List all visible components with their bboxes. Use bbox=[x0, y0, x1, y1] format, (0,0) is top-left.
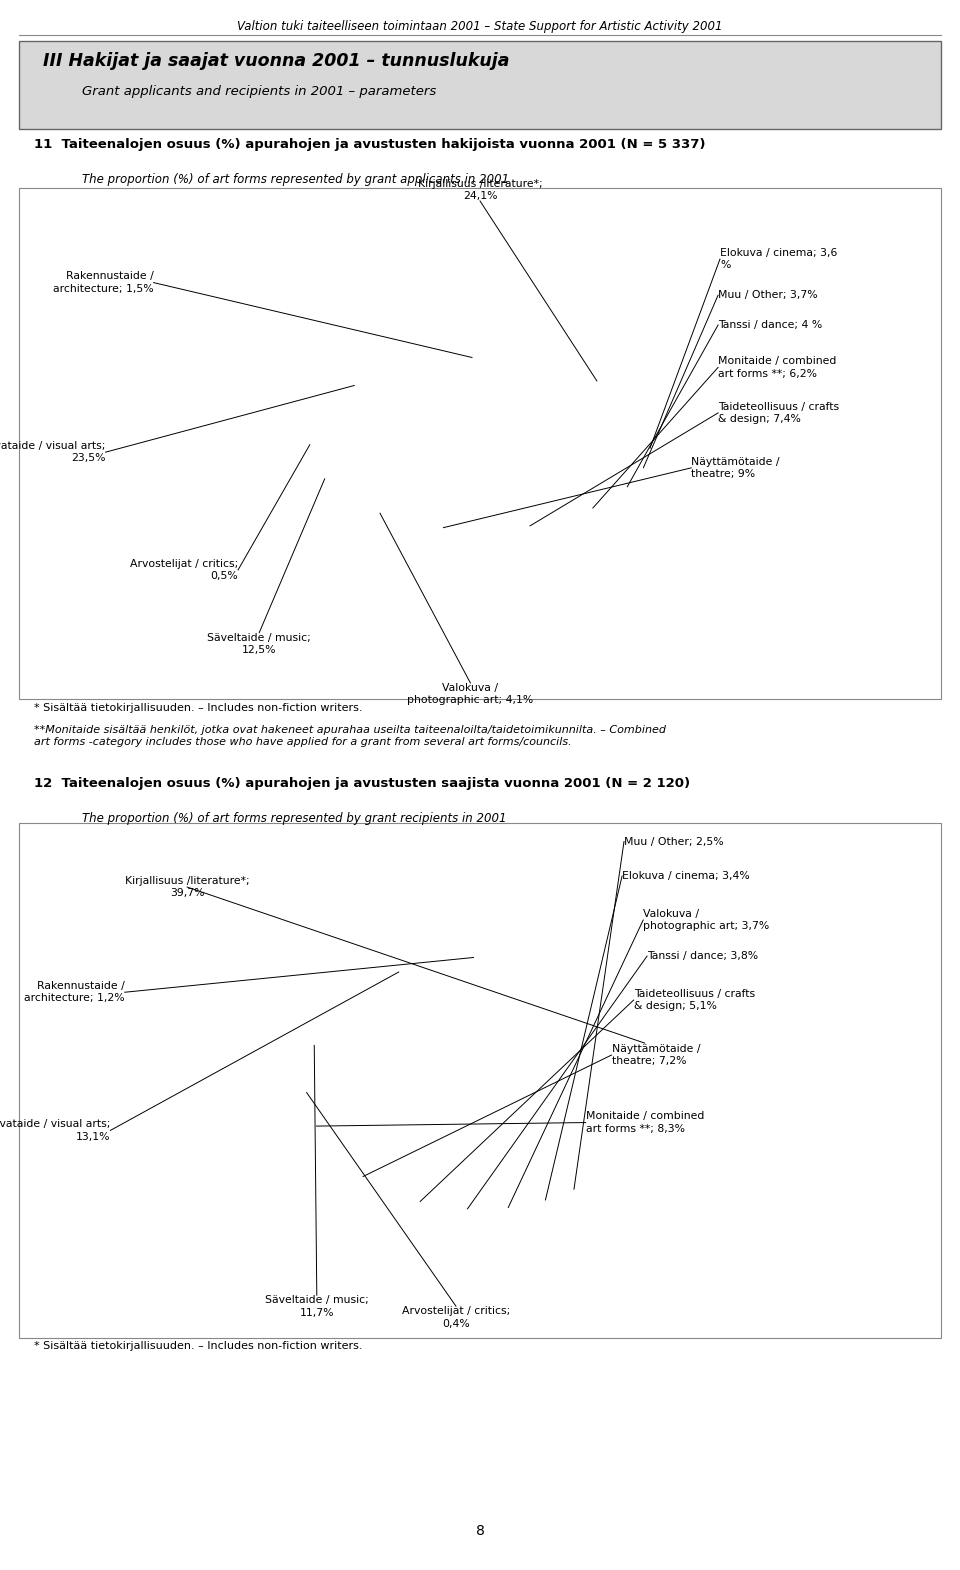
Text: Kuvataide / visual arts;
23,5%: Kuvataide / visual arts; 23,5% bbox=[0, 441, 106, 463]
Wedge shape bbox=[318, 1002, 480, 1091]
Wedge shape bbox=[367, 444, 480, 523]
Wedge shape bbox=[315, 444, 480, 510]
Wedge shape bbox=[480, 1083, 578, 1198]
Text: Muu / Other; 2,5%: Muu / Other; 2,5% bbox=[624, 837, 724, 846]
Wedge shape bbox=[318, 1083, 480, 1094]
Text: Arvostelijat / critics;
0,5%: Arvostelijat / critics; 0,5% bbox=[130, 559, 238, 581]
Text: Rakennustaide /
architecture; 1,5%: Rakennustaide / architecture; 1,5% bbox=[53, 272, 154, 294]
Wedge shape bbox=[347, 1083, 480, 1196]
Text: Valokuva /
photographic art; 3,7%: Valokuva / photographic art; 3,7% bbox=[643, 909, 770, 931]
Wedge shape bbox=[401, 444, 491, 534]
Wedge shape bbox=[480, 444, 612, 521]
Text: Tanssi / dance; 4 %: Tanssi / dance; 4 % bbox=[718, 320, 823, 330]
Wedge shape bbox=[319, 1083, 480, 1157]
Text: Monitaide / combined
art forms **; 6,2%: Monitaide / combined art forms **; 6,2% bbox=[718, 356, 836, 378]
Wedge shape bbox=[465, 353, 480, 444]
Text: Näyttämötaide /
theatre; 7,2%: Näyttämötaide / theatre; 7,2% bbox=[612, 1044, 700, 1066]
Text: III Hakijat ja saajat vuonna 2001 – tunnuslukuja: III Hakijat ja saajat vuonna 2001 – tunn… bbox=[43, 52, 510, 69]
Text: Valokuva /
photographic art; 4,1%: Valokuva / photographic art; 4,1% bbox=[407, 683, 534, 705]
Wedge shape bbox=[480, 444, 642, 479]
Text: Näyttämötaide /
theatre; 9%: Näyttämötaide / theatre; 9% bbox=[691, 457, 780, 479]
Text: The proportion (%) of art forms represented by grant recipients in 2001: The proportion (%) of art forms represen… bbox=[82, 812, 506, 824]
Text: Taideteollisuus / crafts
& design; 5,1%: Taideteollisuus / crafts & design; 5,1% bbox=[634, 989, 755, 1011]
Text: Arvostelijat / critics;
0,4%: Arvostelijat / critics; 0,4% bbox=[402, 1306, 510, 1328]
Wedge shape bbox=[480, 438, 645, 458]
Text: Muu / Other; 3,7%: Muu / Other; 3,7% bbox=[718, 290, 818, 300]
Wedge shape bbox=[315, 353, 480, 444]
Text: 8: 8 bbox=[475, 1524, 485, 1537]
Text: 11  Taiteenalojen osuus (%) apurahojen ja avustusten hakijoista vuonna 2001 (N =: 11 Taiteenalojen osuus (%) apurahojen ja… bbox=[34, 138, 705, 151]
Text: Kirjallisuus /literature*;
39,7%: Kirjallisuus /literature*; 39,7% bbox=[125, 876, 250, 898]
Text: Monitaide / combined
art forms **; 8,3%: Monitaide / combined art forms **; 8,3% bbox=[586, 1112, 704, 1134]
Wedge shape bbox=[400, 1083, 480, 1210]
Wedge shape bbox=[480, 444, 632, 499]
Text: Kuvataide / visual arts;
13,1%: Kuvataide / visual arts; 13,1% bbox=[0, 1119, 110, 1141]
Wedge shape bbox=[315, 443, 480, 446]
Wedge shape bbox=[480, 353, 644, 444]
Text: * Sisältää tietokirjallisuuden. – Includes non-fiction writers.: * Sisältää tietokirjallisuuden. – Includ… bbox=[34, 1341, 362, 1350]
Wedge shape bbox=[468, 953, 480, 1083]
Wedge shape bbox=[480, 1083, 525, 1214]
Wedge shape bbox=[449, 1083, 488, 1214]
Text: The proportion (%) of art forms represented by grant applicants in 2001: The proportion (%) of art forms represen… bbox=[82, 173, 509, 185]
Text: **Monitaide sisältää henkilöt, jotka ovat hakeneet apurahaa useilta taiteenaloil: **Monitaide sisältää henkilöt, jotka ova… bbox=[34, 725, 665, 747]
Wedge shape bbox=[353, 955, 480, 1083]
Text: Kirjallisuus /literature*;
24,1%: Kirjallisuus /literature*; 24,1% bbox=[418, 179, 542, 201]
Text: 12  Taiteenalojen osuus (%) apurahojen ja avustusten saajista vuonna 2001 (N = 2: 12 Taiteenalojen osuus (%) apurahojen ja… bbox=[34, 777, 689, 790]
Text: Säveltaide / music;
12,5%: Säveltaide / music; 12,5% bbox=[207, 633, 311, 655]
Text: Elokuva / cinema; 3,4%: Elokuva / cinema; 3,4% bbox=[622, 871, 750, 881]
Wedge shape bbox=[480, 444, 564, 534]
Wedge shape bbox=[480, 953, 642, 1187]
Text: Tanssi / dance; 3,8%: Tanssi / dance; 3,8% bbox=[647, 951, 758, 961]
Text: Grant applicants and recipients in 2001 – parameters: Grant applicants and recipients in 2001 … bbox=[82, 85, 436, 97]
Text: Säveltaide / music;
11,7%: Säveltaide / music; 11,7% bbox=[265, 1295, 369, 1317]
Text: Elokuva / cinema; 3,6
%: Elokuva / cinema; 3,6 % bbox=[720, 248, 837, 270]
Wedge shape bbox=[480, 1083, 557, 1207]
Text: Rakennustaide /
architecture; 1,2%: Rakennustaide / architecture; 1,2% bbox=[24, 981, 125, 1003]
Text: Valtion tuki taiteelliseen toimintaan 2001 – State Support for Artistic Activity: Valtion tuki taiteelliseen toimintaan 20… bbox=[237, 20, 723, 33]
Text: * Sisältää tietokirjallisuuden. – Includes non-fiction writers.: * Sisältää tietokirjallisuuden. – Includ… bbox=[34, 703, 362, 713]
Text: Taideteollisuus / crafts
& design; 7,4%: Taideteollisuus / crafts & design; 7,4% bbox=[718, 402, 839, 424]
